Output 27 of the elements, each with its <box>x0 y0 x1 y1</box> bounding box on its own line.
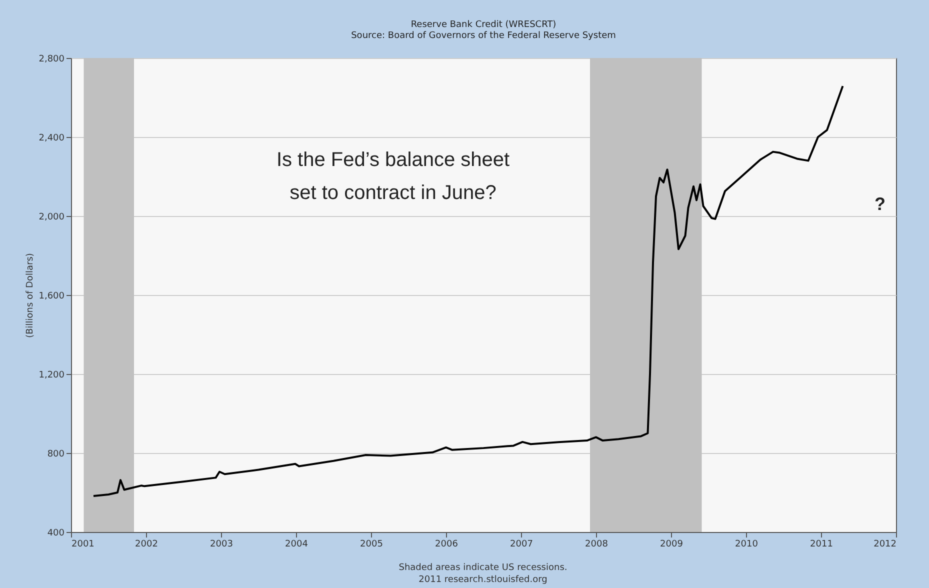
x-tick-label: 2006 <box>435 540 458 550</box>
x-tick-label: 2010 <box>735 540 758 550</box>
x-tick-label: 2012 <box>874 540 896 550</box>
y-tick-label: 2,000 <box>38 212 65 222</box>
annotation: ? <box>874 194 886 214</box>
text: Shaded areas indicate US recessions. <box>398 563 568 573</box>
x-tick-label: 2003 <box>210 540 233 550</box>
x-tick-label: 2005 <box>360 540 383 550</box>
x-tick-label: 2001 <box>72 540 94 550</box>
y-tick-label: 2,800 <box>38 54 65 64</box>
y-tick-label: 800 <box>47 450 65 460</box>
y-tick-label: 400 <box>47 528 65 538</box>
annotation: Is the Fed’s balance sheet set to contract in June? <box>276 149 510 204</box>
x-tick-label: 2011 <box>810 540 833 550</box>
chart-title: Reserve Bank Credit (WRESCRT) <box>410 20 556 30</box>
y-tick-label: 2,400 <box>38 134 65 144</box>
x-tick-label: 2002 <box>135 540 158 550</box>
chart-subtitle: Source: Board of Governors of the Federal Reserve System <box>351 31 616 41</box>
y-tick-label: 1,600 <box>38 292 65 302</box>
x-tick-label: 2004 <box>285 540 308 550</box>
line-series <box>92 85 844 498</box>
x-tick-label: 2008 <box>585 540 608 550</box>
x-tick-label: 2009 <box>660 540 684 550</box>
text: 2011 research.stlouisfed.org <box>418 575 548 585</box>
y-axis-title: (Billions of Dollars) <box>26 253 36 338</box>
x-tick-label: 2007 <box>510 540 533 550</box>
y-tick-label: 1,200 <box>38 370 65 380</box>
